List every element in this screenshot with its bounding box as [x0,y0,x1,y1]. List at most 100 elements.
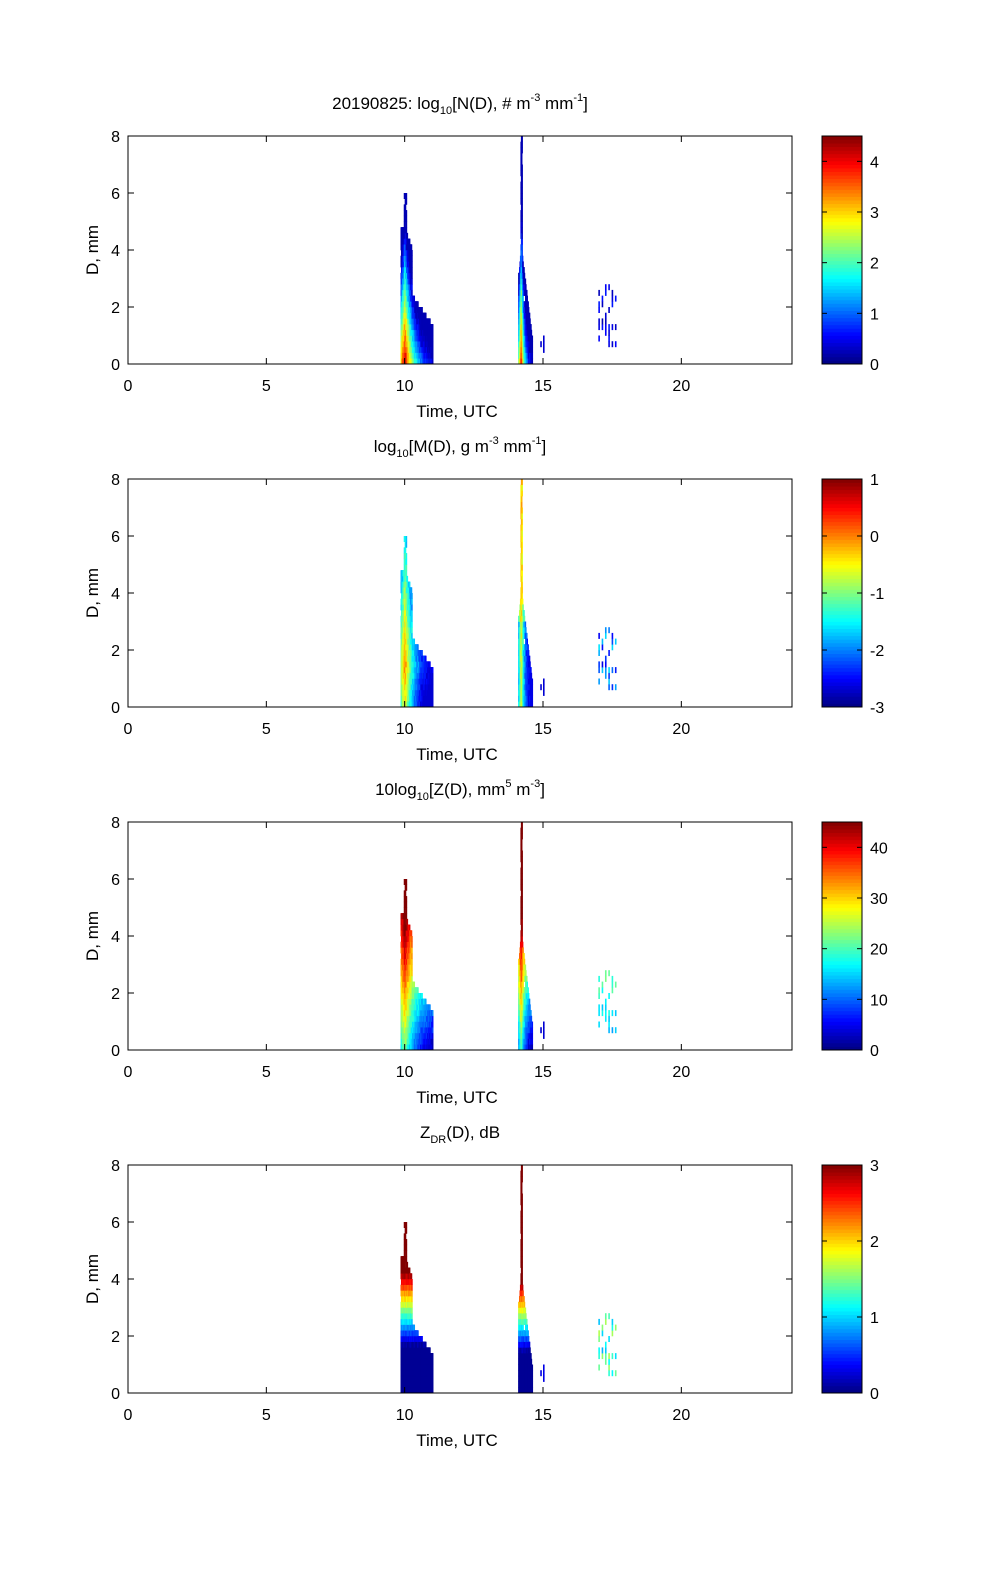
colorbar-segment [822,321,862,326]
heatmap-cell [525,301,527,308]
heatmap-cell [518,272,521,279]
heatmap-cell [431,695,434,702]
heatmap-cell [411,964,413,971]
heatmap-cell [521,879,523,885]
heatmap-cell [431,667,434,674]
heatmap-cell [518,615,521,622]
x-axis-label: Time, UTC [416,745,498,764]
colorbar-segment [822,496,862,501]
heatmap-cell [528,655,531,662]
heatmap-cell [531,1032,534,1039]
heatmap-cell [598,667,600,674]
colorbar-segment [822,253,862,258]
colorbar-segment [822,671,862,676]
heatmap-cell [406,244,409,251]
heatmap-cell [523,970,525,977]
colorbar-segment [822,310,862,315]
title-end: ] [541,437,547,456]
heatmap-cell [521,175,523,182]
colorbar-segment [822,607,862,612]
heatmap-cell [402,947,405,954]
heatmap-cell [413,981,416,988]
heatmap-cell [598,678,600,685]
heatmap-cell [598,644,600,651]
heatmap-cell [431,346,434,353]
colorbar-segment [822,225,862,230]
heatmap-cell [401,232,404,239]
colorbar-segment [822,564,862,569]
y-tick-label: 6 [111,529,120,546]
colorbar-segment [822,143,862,148]
heatmap-cell [406,918,409,925]
heatmap-cell [405,896,408,903]
heatmap-cell [431,1038,434,1045]
colorbar-segment [822,182,862,187]
colorbar-segment [822,703,862,708]
colorbar-segment [822,303,862,308]
heatmap-cell [543,1021,545,1028]
heatmap-cell [518,278,520,285]
heatmap-cell [608,341,610,348]
x-tick-label: 10 [396,378,414,395]
heatmap-cell [527,993,530,999]
heatmap-cell [518,958,521,965]
colorbar-segment [822,1017,862,1022]
y-tick-label: 0 [111,700,120,717]
colorbar-segment [822,503,862,508]
heatmap-cell [521,924,523,931]
heatmap-cell [411,598,413,605]
heatmap-cell [431,358,434,365]
heatmap-cell [526,301,528,308]
heatmap-cell [523,615,526,622]
x-axis-label: Time, UTC [416,402,498,421]
heatmap-cell [405,221,408,228]
heatmap-cell [520,958,523,965]
heatmap-cell [531,684,534,691]
heatmap-cell [404,1233,407,1240]
heatmap-cell [604,975,607,982]
heatmap-cell [411,941,413,948]
heatmap-cell [404,1261,406,1268]
heatmap-cell [411,261,413,268]
colorbar-segment [822,285,862,290]
colorbar-segment [822,221,862,226]
heatmap-cell [521,204,523,211]
x-tick-label: 0 [124,1064,133,1081]
heatmap-cell [521,181,523,188]
heatmap-cell [411,250,413,256]
heatmap-cell [611,289,614,296]
colorbar-segment [822,203,862,208]
colorbar-segment [822,493,862,498]
heatmap-cell [405,947,407,954]
heatmap-cell [521,210,523,217]
heatmap-cell [523,272,526,279]
heatmap-cell [520,153,523,160]
heatmap-cell [522,947,524,954]
heatmap-cell [611,638,614,645]
heatmap-cell [604,627,607,634]
heatmap-cell [519,621,522,628]
heatmap-cell [543,346,545,353]
colorbar-segment [822,328,862,333]
colorbar-segment [822,575,862,580]
heatmap-cell [525,289,528,296]
heatmap-cell [543,1027,545,1034]
x-tick-label: 10 [396,721,414,738]
colorbar-segment [822,536,862,540]
colorbar-segment [822,242,862,247]
y-tick-label: 6 [111,186,120,203]
heatmap-cell [404,1250,406,1257]
x-tick-label: 20 [672,721,690,738]
heatmap-cell [523,267,525,274]
heatmap-cell [401,575,404,582]
heatmap-cell [402,604,405,611]
heatmap-cell [521,587,523,594]
x-tick-label: 5 [262,378,271,395]
heatmap-cell [407,250,410,256]
heatmap-cell [598,1021,600,1028]
colorbar-segment [822,210,862,215]
colorbar-segment [822,646,862,651]
heatmap-cell [521,850,523,857]
colorbar-segment [822,829,862,834]
heatmap-cell [429,318,431,325]
